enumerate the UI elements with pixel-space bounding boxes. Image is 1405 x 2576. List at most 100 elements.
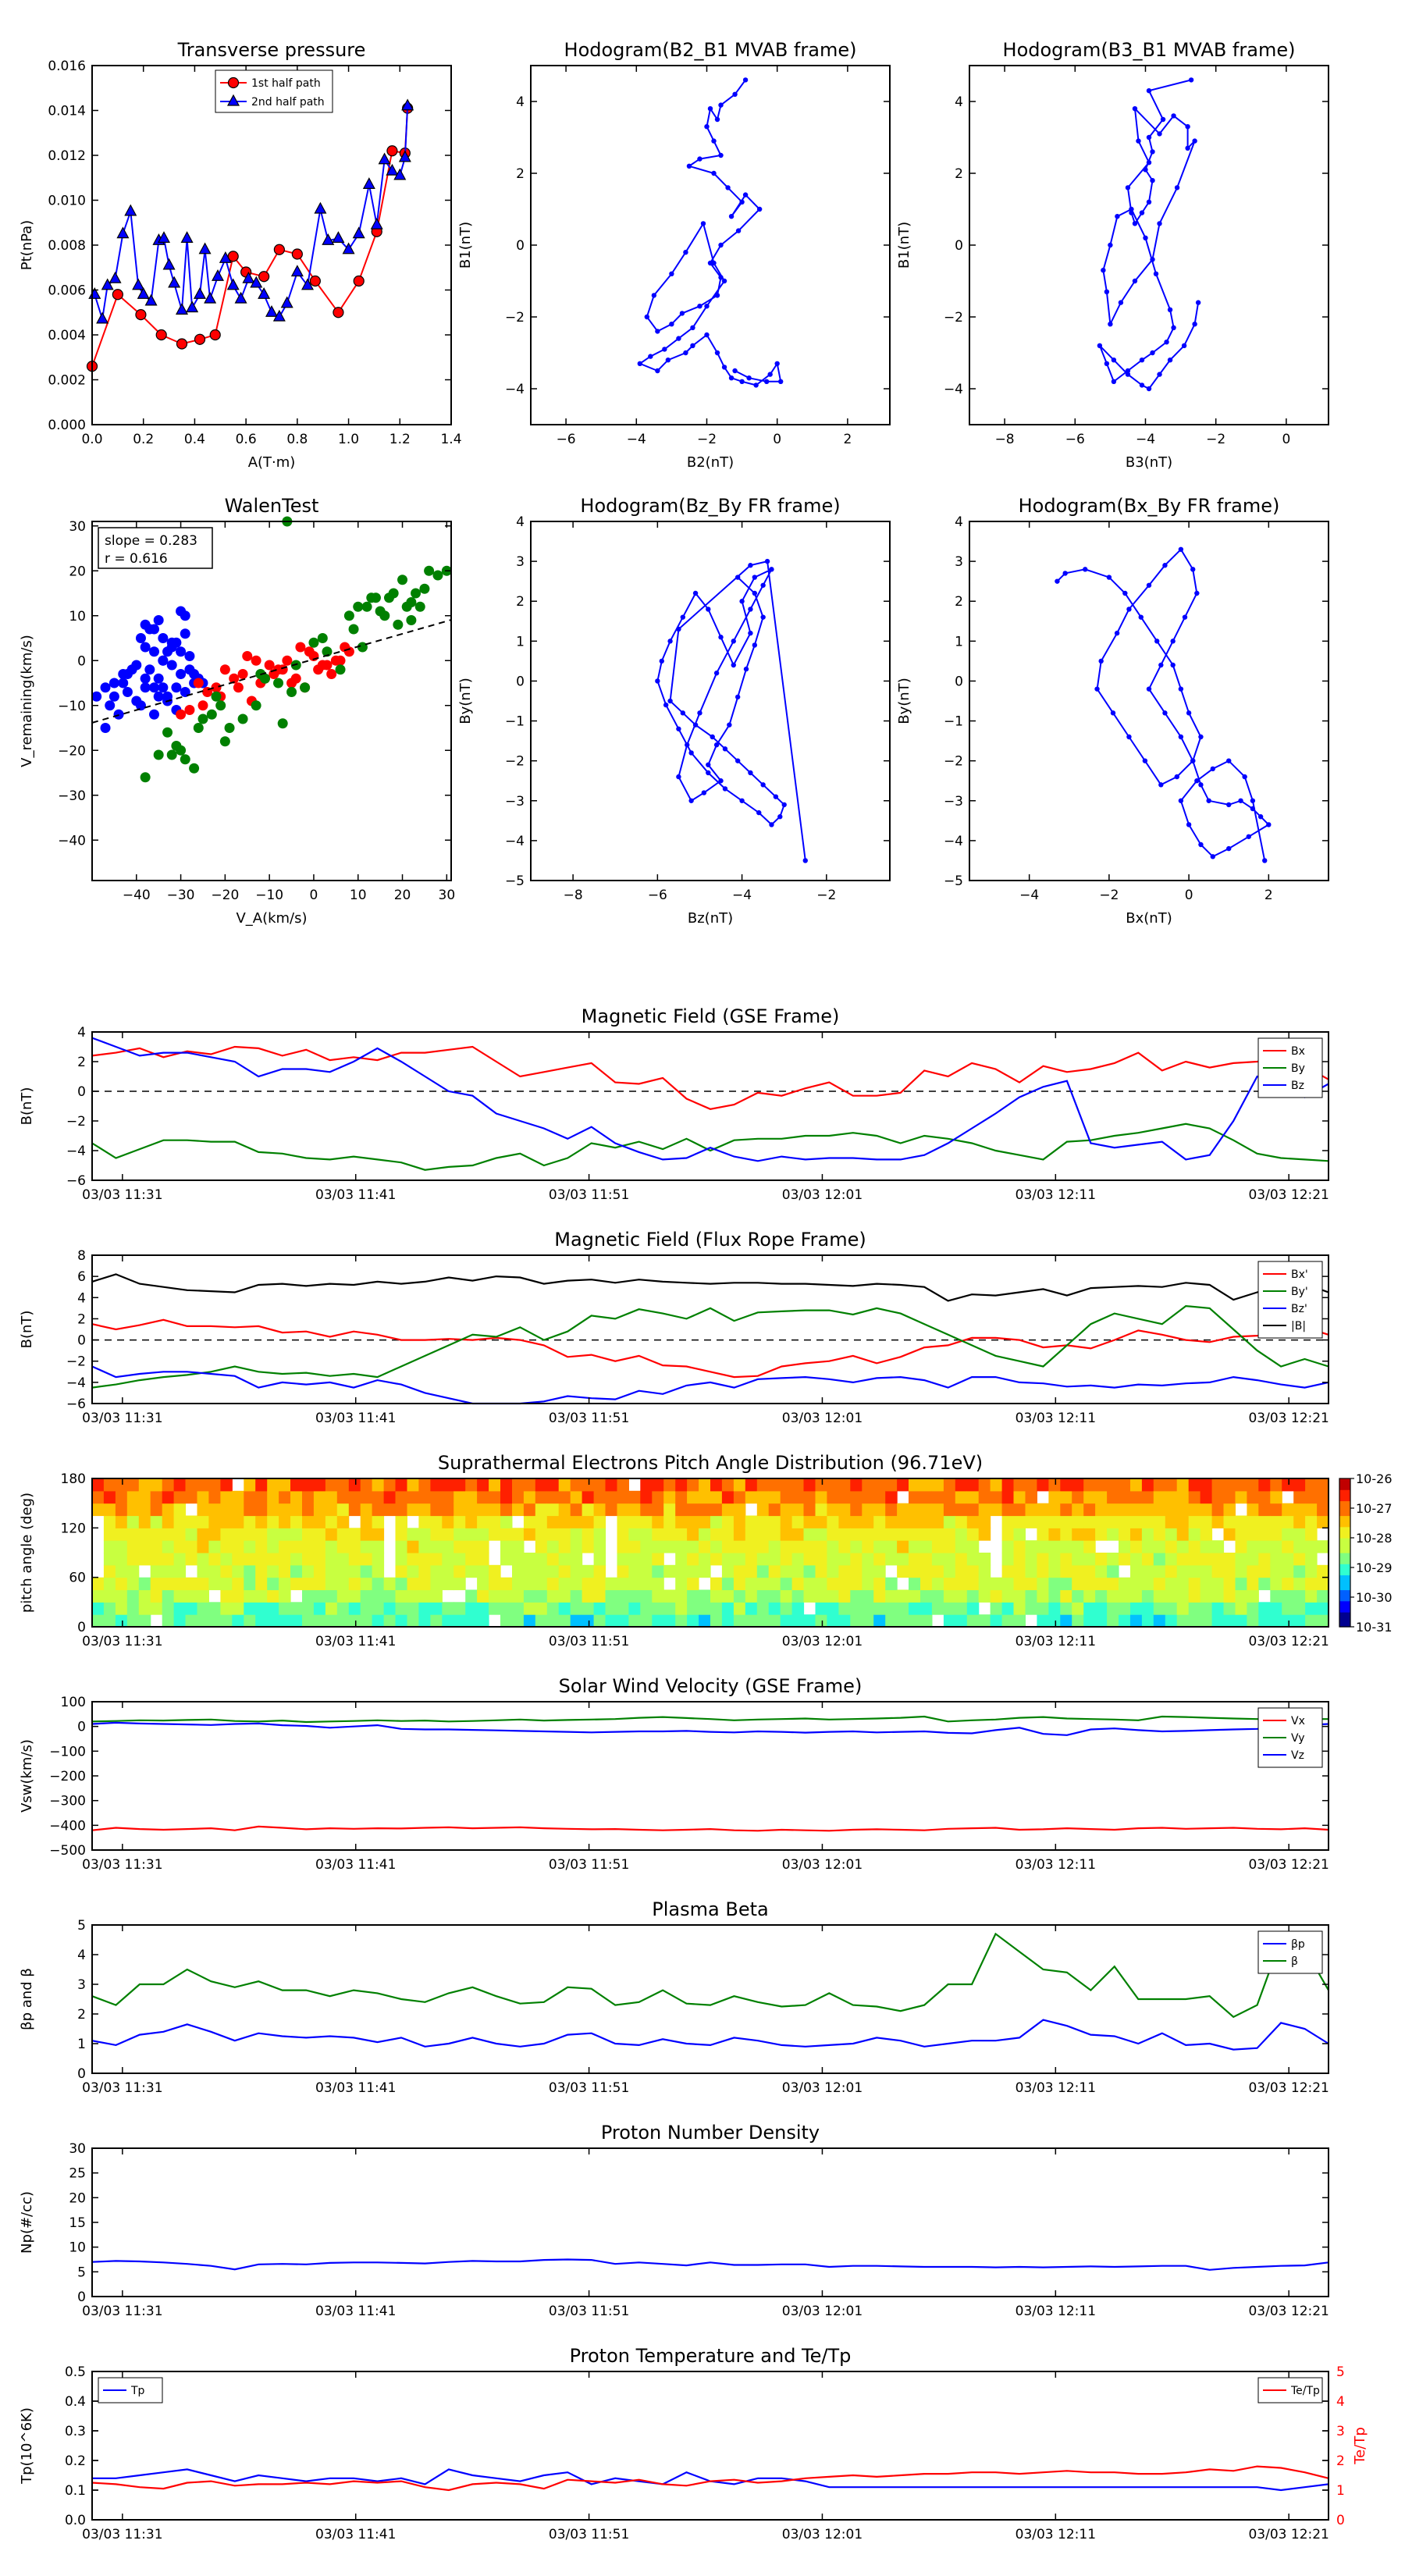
heatmap-cell bbox=[1270, 1564, 1282, 1578]
scatter-point bbox=[219, 664, 230, 675]
heatmap-cell bbox=[208, 1490, 221, 1504]
data-point bbox=[175, 303, 189, 315]
y-tick-label: 3 bbox=[955, 554, 963, 570]
heatmap-cell bbox=[336, 1564, 350, 1578]
heatmap-cell bbox=[430, 1589, 443, 1603]
x-tick-label: 0 bbox=[1282, 432, 1290, 447]
heatmap-cell bbox=[150, 1589, 163, 1603]
y-axis-label: By(nT) bbox=[896, 678, 912, 724]
scatter-point bbox=[153, 749, 164, 760]
heatmap-cell bbox=[1060, 1528, 1072, 1541]
heatmap-cell bbox=[617, 1503, 629, 1517]
heatmap-cell bbox=[978, 1589, 991, 1603]
scatter-point bbox=[135, 633, 146, 643]
scatter-point bbox=[237, 713, 248, 724]
y-tick-label: 15 bbox=[69, 2215, 86, 2231]
heatmap-cell bbox=[909, 1553, 921, 1566]
heatmap-cell bbox=[640, 1540, 653, 1553]
heatmap-cell bbox=[920, 1564, 933, 1578]
data-point bbox=[714, 350, 720, 356]
data-point bbox=[227, 76, 240, 89]
data-point bbox=[774, 361, 780, 366]
heatmap-cell bbox=[430, 1540, 443, 1553]
y-tick-label: 2 bbox=[77, 1055, 86, 1070]
y-tick-label: 4 bbox=[77, 1290, 86, 1306]
heatmap-cell bbox=[313, 1540, 326, 1553]
heatmap-cell bbox=[173, 1614, 187, 1628]
heatmap-cell bbox=[628, 1540, 641, 1553]
data-point bbox=[688, 798, 694, 803]
scatter-point bbox=[193, 678, 204, 688]
heatmap-cell bbox=[1235, 1515, 1247, 1528]
heatmap-cell bbox=[873, 1589, 886, 1603]
heatmap-cell bbox=[185, 1577, 197, 1591]
y-tick-label: 0 bbox=[77, 1333, 86, 1349]
heatmap-cell bbox=[418, 1528, 431, 1541]
heatmap-cell bbox=[909, 1528, 921, 1541]
heatmap-cell bbox=[1188, 1490, 1201, 1504]
heatmap-cell bbox=[325, 1540, 338, 1553]
heatmap-cell bbox=[1037, 1478, 1049, 1492]
heatmap-cell bbox=[126, 1540, 140, 1553]
data-point bbox=[781, 802, 787, 808]
heatmap-cell bbox=[593, 1478, 606, 1492]
heatmap-cell bbox=[955, 1577, 968, 1591]
heatmap-cell bbox=[383, 1478, 397, 1492]
data-point bbox=[112, 289, 123, 301]
heatmap-cell bbox=[617, 1589, 629, 1603]
heatmap-cell bbox=[955, 1564, 968, 1578]
heatmap-cell bbox=[966, 1553, 980, 1566]
y-tick-label: 5 bbox=[77, 2265, 86, 2280]
y-tick-label: 0 bbox=[77, 1084, 86, 1100]
heatmap-cell bbox=[582, 1577, 595, 1591]
heatmap-cell bbox=[220, 1564, 233, 1578]
heatmap-cell bbox=[1130, 1528, 1143, 1541]
data-point bbox=[1126, 734, 1132, 740]
heatmap-cell bbox=[1293, 1589, 1306, 1603]
heatmap-cell bbox=[442, 1490, 454, 1504]
heatmap-cell bbox=[1119, 1553, 1131, 1566]
data-point bbox=[769, 822, 774, 827]
heatmap-cell bbox=[721, 1614, 735, 1628]
heatmap-cell bbox=[383, 1503, 397, 1517]
heatmap-cell bbox=[733, 1540, 746, 1553]
heatmap-cell bbox=[1317, 1515, 1329, 1528]
heatmap-cell bbox=[780, 1577, 793, 1591]
heatmap-cell bbox=[1293, 1540, 1306, 1553]
colorbar-segment bbox=[1339, 1567, 1350, 1572]
legend-box bbox=[1257, 1261, 1323, 1339]
y-tick-label: 0.4 bbox=[65, 2394, 86, 2410]
heatmap-cell bbox=[279, 1528, 291, 1541]
data-point bbox=[1194, 590, 1200, 596]
data-point bbox=[1178, 546, 1184, 552]
heatmap-cell bbox=[803, 1528, 816, 1541]
data-point bbox=[711, 138, 717, 144]
heatmap-cell bbox=[430, 1553, 443, 1566]
heatmap-cell bbox=[1270, 1602, 1282, 1615]
heatmap-cell bbox=[523, 1564, 536, 1578]
heatmap-cell bbox=[1037, 1515, 1049, 1528]
heatmap-cell bbox=[1153, 1589, 1166, 1603]
heatmap-cell bbox=[138, 1553, 151, 1566]
chart-title: Plasma Beta bbox=[652, 1898, 768, 1920]
y-tick-label: −3 bbox=[505, 794, 525, 809]
scatter-point bbox=[277, 718, 288, 729]
heatmap-cell bbox=[372, 1515, 385, 1528]
heatmap-cell bbox=[885, 1602, 898, 1615]
heatmap-cell bbox=[885, 1614, 898, 1628]
data-point bbox=[1146, 88, 1152, 94]
legend-label: 1st half path bbox=[251, 77, 321, 90]
scatter-point bbox=[193, 723, 204, 733]
heatmap-cell bbox=[418, 1503, 431, 1517]
heatmap-cell bbox=[850, 1589, 863, 1603]
heatmap-cell bbox=[138, 1540, 151, 1553]
data-point bbox=[314, 201, 327, 214]
heatmap-cell bbox=[1060, 1564, 1072, 1578]
heatmap-cell bbox=[1141, 1602, 1154, 1615]
heatmap-cell bbox=[1258, 1564, 1271, 1578]
heatmap-cell bbox=[1130, 1540, 1143, 1553]
scatter-point bbox=[411, 588, 422, 599]
x-tick-label: 03/03 11:31 bbox=[82, 2304, 162, 2319]
